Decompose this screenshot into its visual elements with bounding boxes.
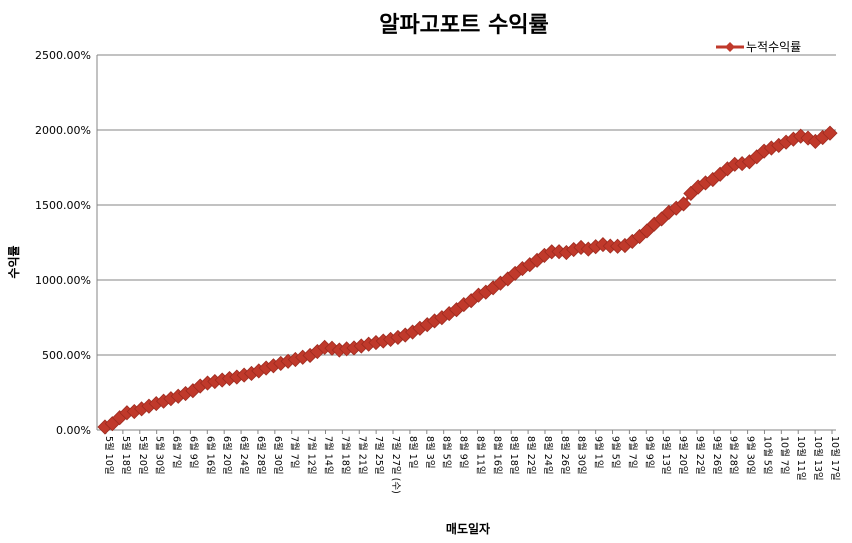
x-tick-label: 9월 20일: [677, 436, 689, 475]
x-tick-label: 5월 18일: [120, 436, 132, 475]
x-tick-label: 8월 3일: [424, 436, 436, 469]
x-tick-label: 10월 11일: [795, 436, 807, 481]
x-tick-label: 8월 1일: [407, 436, 419, 469]
x-tick-label: 5월 20일: [137, 436, 149, 475]
x-tick-label: 9월 13일: [660, 436, 672, 475]
x-tick-label: 8월 16일: [491, 436, 503, 475]
legend-label: 누적수익률: [746, 40, 801, 54]
x-tick-label: 5월 10일: [103, 436, 115, 475]
data-point: [822, 125, 838, 141]
x-tick-label: 8월 22일: [525, 436, 537, 475]
x-tick-label: 9월 26일: [711, 436, 723, 475]
y-tick-label: 0.00%: [56, 424, 91, 437]
data-point: [675, 196, 692, 212]
x-tick-label: 10월 5일: [761, 436, 773, 475]
x-tick-label: 9월 22일: [694, 436, 706, 475]
x-tick-label: 9월 28일: [728, 436, 740, 475]
x-tick-label: 10월 17일: [829, 436, 841, 481]
x-tick-label: 6월 28일: [255, 436, 267, 475]
x-tick-label: 8월 9일: [458, 436, 470, 469]
x-tick-label: 6월 16일: [204, 436, 216, 475]
x-tick-label: 6월 7일: [171, 436, 183, 469]
legend: 누적수익률: [716, 40, 801, 54]
x-tick-label: 8월 26일: [559, 436, 571, 475]
x-tick-label: 10월 7일: [778, 436, 790, 475]
x-axis: 5월 10일 5월 18일 5월 20일 5월 30일 6월 7일 6월 9일 6월 16일…: [97, 429, 841, 494]
y-axis: 0.00% 500.00% 1000.00% 1500.00% 2000.00% 2500…: [35, 49, 98, 437]
legend-swatch-marker: [725, 42, 735, 52]
x-tick-label: 9월 30일: [745, 436, 757, 475]
x-tick-label: 6월 20일: [221, 436, 233, 475]
x-tick-label: 8월 24일: [542, 436, 554, 475]
x-tick-label: 6월 9일: [187, 436, 199, 469]
y-tick-label: 1500.00%: [35, 199, 91, 212]
x-tick-label: 8월 30일: [576, 436, 588, 475]
x-tick-label: 9월 9일: [643, 436, 655, 469]
y-tick-label: 2500.00%: [35, 49, 91, 62]
x-tick-label: 9월 1일: [593, 436, 605, 469]
gridlines: [97, 54, 836, 431]
x-tick-label: 7월 7일: [289, 436, 301, 469]
x-tick-label: 6월 24일: [238, 436, 250, 475]
x-tick-label: 9월 7일: [626, 436, 638, 469]
x-tick-label: 5월 30일: [154, 436, 166, 475]
x-tick-label: 7월 18일: [339, 436, 351, 475]
x-tick-label: 7월 27일 (수): [390, 436, 402, 494]
chart-title: 알파고포트 수익률: [379, 13, 549, 38]
x-tick-label: 8월 18일: [508, 436, 520, 475]
x-tick-label: 7월 12일: [306, 436, 318, 475]
x-tick-label: 9월 5일: [610, 436, 622, 469]
x-tick-label: 7월 21일: [356, 436, 368, 475]
x-tick-label: 8월 5일: [441, 436, 453, 469]
series-layer: [97, 125, 838, 435]
x-tick-label: 8월 11일: [474, 436, 486, 475]
x-tick-label: 10월 13일: [812, 436, 824, 481]
x-tick-label: 6월 30일: [272, 436, 284, 475]
x-axis-label: 매도일자: [446, 521, 490, 536]
y-tick-label: 500.00%: [42, 349, 91, 362]
y-axis-label: 수익률: [7, 245, 21, 278]
x-tick-label: 7월 25일: [373, 436, 385, 475]
y-tick-label: 2000.00%: [35, 124, 91, 137]
y-tick-label: 1000.00%: [35, 274, 91, 287]
x-tick-label: 7월 14일: [322, 436, 334, 475]
